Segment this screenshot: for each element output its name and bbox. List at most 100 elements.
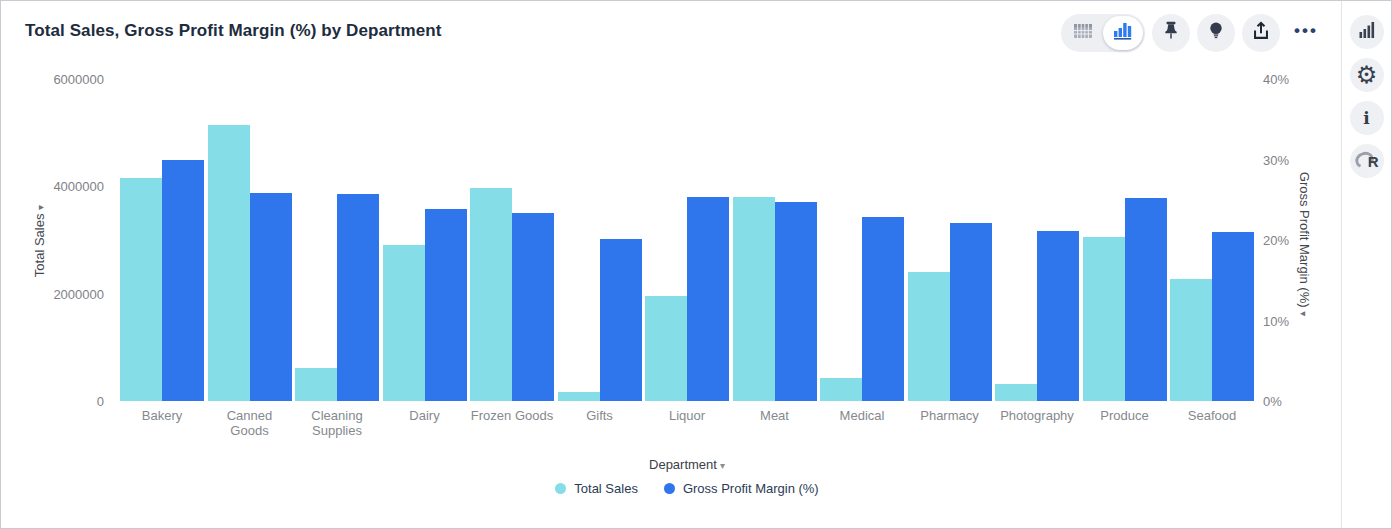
bar-gross-profit-margin[interactable] [1125,198,1167,401]
y-tick-right: 0% [1263,394,1282,409]
bar-total-sales[interactable] [645,296,687,401]
legend-swatch [664,483,675,494]
bar-total-sales[interactable] [1083,237,1125,401]
table-view-icon [1073,23,1093,43]
bar-gross-profit-margin[interactable] [687,197,729,401]
bar-gross-profit-margin[interactable] [950,223,992,401]
bar-total-sales[interactable] [908,272,950,401]
bar-total-sales[interactable] [558,392,600,401]
bar-group-gifts [558,79,642,401]
bar-group-seafood [1170,79,1254,401]
bar-total-sales[interactable] [295,368,337,401]
settings-button[interactable]: ⚙ [1350,58,1384,92]
y-tick-right: 40% [1263,72,1289,87]
category-label: Seafood [1170,408,1254,438]
info-button[interactable]: i [1350,101,1384,135]
r-script-button[interactable]: R [1350,144,1384,178]
chart-view-button[interactable] [1103,16,1143,50]
sort-arrow-right: ▾ [1298,311,1309,316]
bar-total-sales[interactable] [383,245,425,401]
pin-button[interactable] [1152,14,1190,52]
export-icon [1250,20,1272,46]
category-label: Produce [1083,408,1167,438]
r-logo-icon: R [1355,151,1379,171]
category-label: Medical [820,408,904,438]
bar-group-medical [820,79,904,401]
bar-group-bakery [120,79,204,401]
bar-group-pharmacy [908,79,992,401]
bar-gross-profit-margin[interactable] [600,239,642,401]
chart-type-button[interactable] [1350,15,1384,49]
chart-view-icon [1113,22,1133,44]
y-tick-right: 30% [1263,153,1289,168]
bar-gross-profit-margin[interactable] [775,202,817,401]
bar-gross-profit-margin[interactable] [162,160,204,402]
bar-group-dairy [383,79,467,401]
pin-icon [1160,20,1182,46]
legend-swatch [555,483,566,494]
left-axis-title: Total Sales ▾ [32,205,47,277]
bar-chart-icon [1358,21,1376,43]
bar-gross-profit-margin[interactable] [1037,231,1079,401]
gear-icon: ⚙ [1356,63,1378,87]
bar-total-sales[interactable] [820,378,862,401]
bar-gross-profit-margin[interactable] [337,194,379,401]
bar-gross-profit-margin[interactable] [425,209,467,401]
bar-total-sales[interactable] [120,178,162,401]
plot-area [120,79,1254,401]
y-tick-left: 6000000 [53,72,104,87]
x-axis-title[interactable]: Department▾ [120,457,1254,472]
bar-total-sales[interactable] [733,197,775,401]
y-tick-left: 0 [97,394,104,409]
r-logo-letter: R [1368,153,1379,170]
bar-total-sales[interactable] [470,188,512,401]
bar-gross-profit-margin[interactable] [512,213,554,401]
y-tick-right: 10% [1263,314,1289,329]
y-tick-left: 2000000 [53,287,104,302]
category-label: Bakery [120,408,204,438]
category-label: Dairy [383,408,467,438]
page-title: Total Sales, Gross Profit Margin (%) by … [25,21,442,41]
legend-label: Total Sales [574,481,638,496]
info-icon: i [1363,108,1369,128]
x-axis-labels: BakeryCanned GoodsCleaning SuppliesDairy… [120,408,1254,438]
bar-gross-profit-margin[interactable] [250,193,292,401]
category-label: Canned Goods [208,408,292,438]
view-toggle [1061,14,1145,52]
bar-total-sales[interactable] [208,125,250,401]
bar-group-meat [733,79,817,401]
bar-groups [120,79,1254,401]
bar-gross-profit-margin[interactable] [1212,232,1254,401]
category-label: Frozen Goods [470,408,554,438]
category-label: Photography [995,408,1079,438]
insights-button[interactable] [1197,14,1235,52]
y-tick-right: 20% [1263,233,1289,248]
toolbar: ••• [1061,14,1325,52]
export-button[interactable] [1242,14,1280,52]
table-view-button[interactable] [1063,16,1103,50]
category-label: Gifts [558,408,642,438]
bar-group-canned-goods [208,79,292,401]
sort-arrow-left: ▾ [35,205,46,210]
ellipsis-icon: ••• [1294,22,1318,45]
more-options-button[interactable]: ••• [1287,14,1325,52]
category-label: Pharmacy [908,408,992,438]
legend-item-gross-profit-margin[interactable]: Gross Profit Margin (%) [664,481,819,496]
legend-label: Gross Profit Margin (%) [683,481,819,496]
category-label: Cleaning Supplies [295,408,379,438]
bar-group-frozen-goods [470,79,554,401]
bar-group-photography [995,79,1079,401]
legend: Total Sales Gross Profit Margin (%) [120,481,1254,496]
bar-total-sales[interactable] [1170,279,1212,401]
bar-gross-profit-margin[interactable] [862,217,904,401]
bar-group-liquor [645,79,729,401]
report-widget: Total Sales, Gross Profit Margin (%) by … [0,0,1392,529]
category-label: Meat [733,408,817,438]
bar-total-sales[interactable] [995,384,1037,401]
right-axis-title: Gross Profit Margin (%) ▾ [1297,172,1312,316]
legend-item-total-sales[interactable]: Total Sales [555,481,638,496]
bar-group-produce [1083,79,1167,401]
side-rail: ⚙ i R [1341,1,1391,528]
bar-group-cleaning-supplies [295,79,379,401]
lightbulb-icon [1205,20,1227,46]
